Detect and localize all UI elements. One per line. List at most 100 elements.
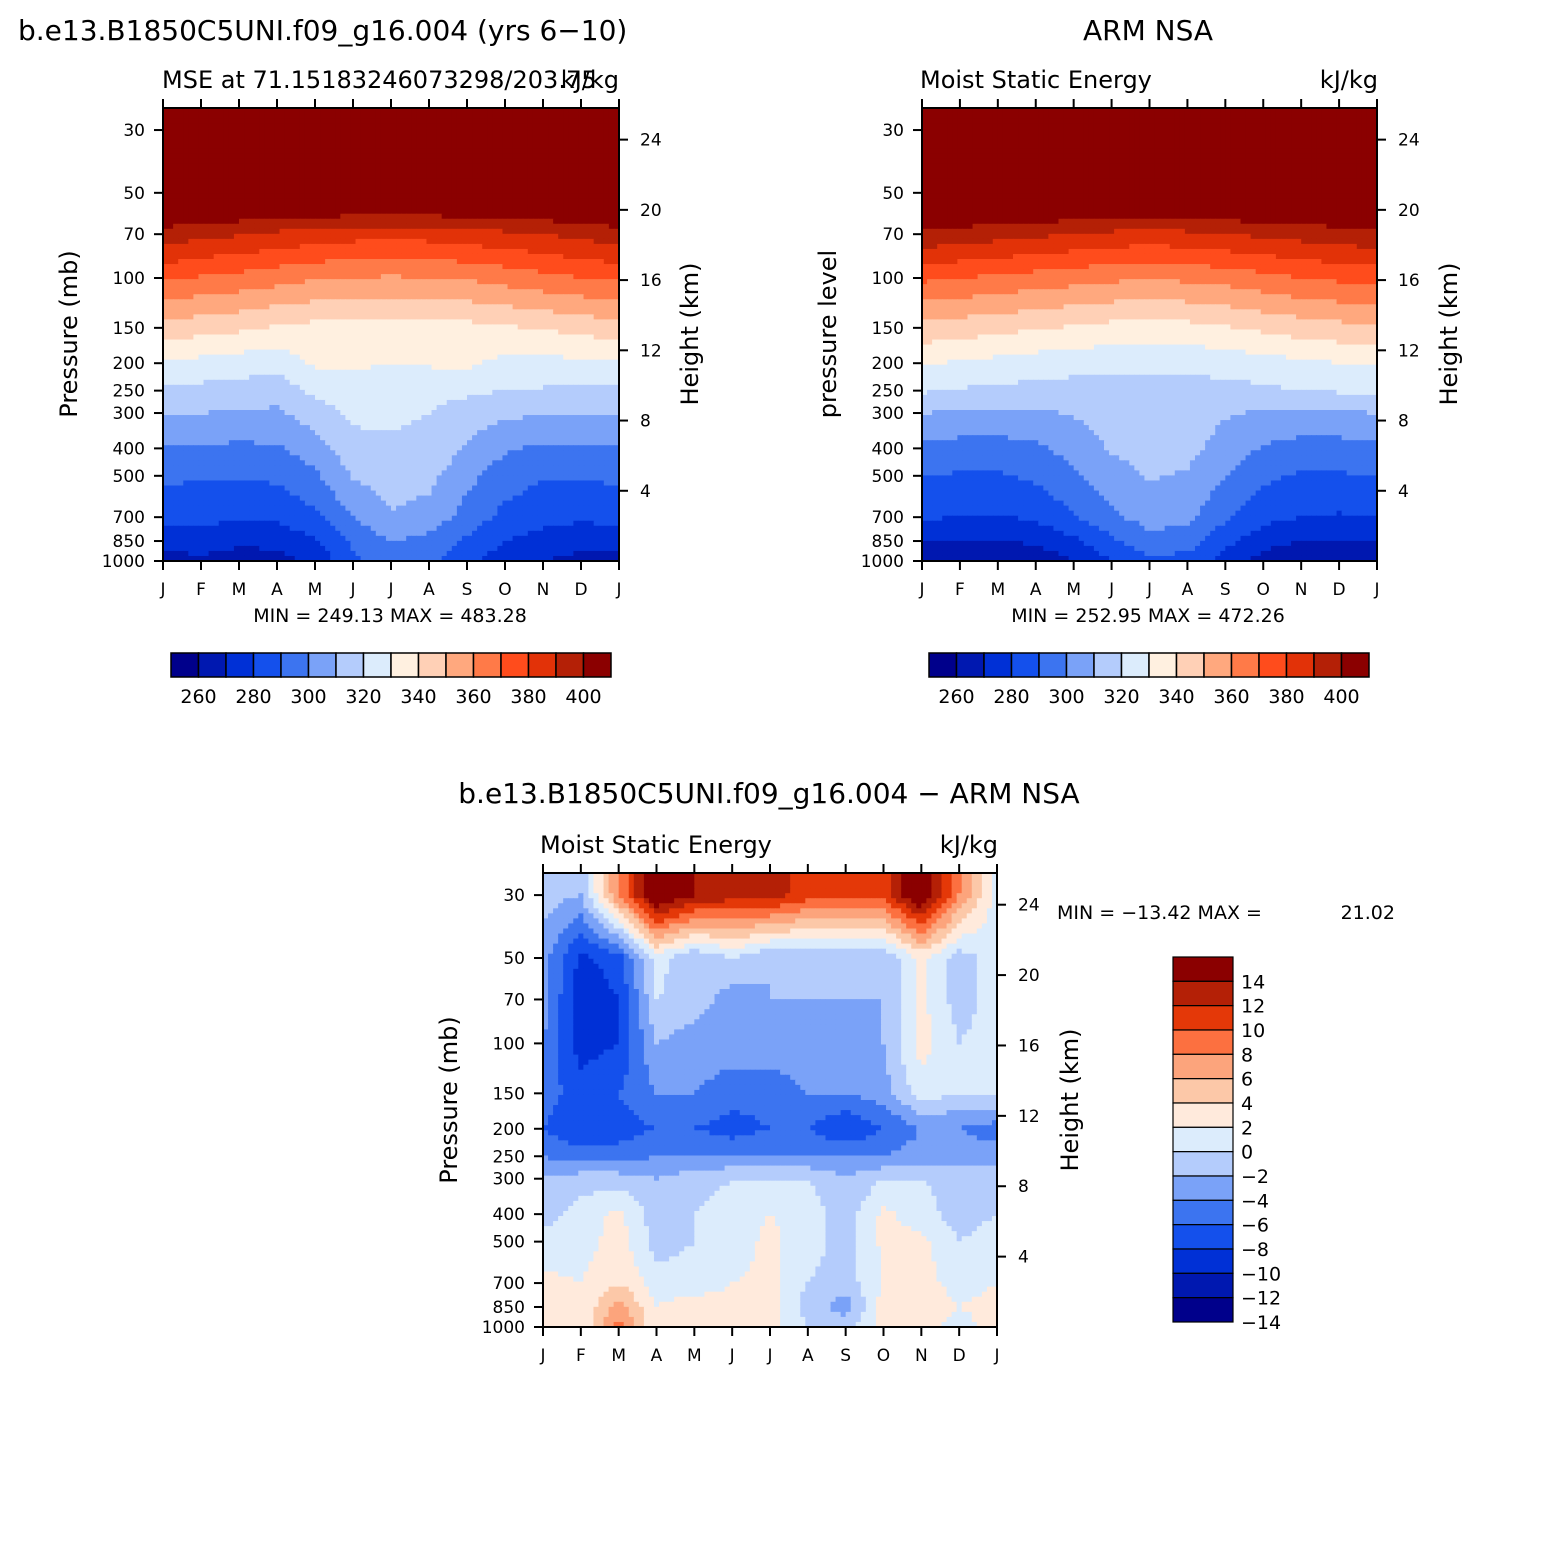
contour-cell bbox=[406, 168, 412, 174]
contour-cell bbox=[371, 133, 377, 139]
contour-cell bbox=[244, 123, 250, 129]
contour-cell bbox=[300, 148, 306, 154]
contour-cell bbox=[315, 168, 321, 174]
contour-cell bbox=[371, 143, 377, 149]
contour-cell bbox=[472, 153, 478, 159]
contour-cell bbox=[295, 158, 301, 164]
contour-cell bbox=[305, 113, 311, 119]
contour-cell bbox=[411, 138, 417, 144]
contour-cell bbox=[609, 118, 615, 124]
contour-cell bbox=[280, 128, 286, 134]
contour-cell bbox=[533, 143, 539, 149]
contour-cell bbox=[518, 189, 524, 195]
contour-cell bbox=[264, 133, 270, 139]
contour-cell bbox=[366, 173, 372, 179]
contour-cell bbox=[401, 199, 407, 205]
contour-cell bbox=[508, 189, 514, 195]
contour-cell bbox=[482, 138, 488, 144]
contour-cell bbox=[492, 138, 498, 144]
contour-cell bbox=[568, 168, 574, 174]
contour-cell bbox=[421, 194, 427, 200]
contour-cell bbox=[335, 168, 341, 174]
contour-cell bbox=[543, 163, 549, 169]
contour-cell bbox=[401, 143, 407, 149]
contour-cell bbox=[335, 194, 341, 200]
contour-cell bbox=[274, 133, 280, 139]
contour-cell bbox=[573, 148, 579, 154]
contour-cell bbox=[280, 113, 286, 119]
contour-cell bbox=[335, 118, 341, 124]
contour-cell bbox=[609, 194, 615, 200]
contour-cell bbox=[335, 158, 341, 164]
contour-cell bbox=[350, 153, 356, 159]
contour-cell bbox=[315, 133, 321, 139]
contour-cell bbox=[538, 168, 544, 174]
contour-cell bbox=[482, 143, 488, 149]
contour-cell bbox=[361, 153, 367, 159]
contour-cell bbox=[573, 118, 579, 124]
contour-cell bbox=[563, 133, 569, 139]
contour-cell bbox=[462, 178, 468, 184]
contour-cell bbox=[188, 133, 194, 139]
contour-cell bbox=[477, 113, 483, 119]
contour-cell bbox=[604, 113, 610, 119]
contour-cell bbox=[315, 113, 321, 119]
contour-cell bbox=[173, 133, 179, 139]
contour-cell bbox=[411, 184, 417, 190]
contour-cell bbox=[198, 148, 204, 154]
contour-cell bbox=[371, 173, 377, 179]
contour-cell bbox=[442, 184, 448, 190]
contour-cell bbox=[188, 153, 194, 159]
contour-cell bbox=[558, 118, 564, 124]
contour-cell bbox=[447, 184, 453, 190]
contour-cell bbox=[219, 133, 225, 139]
contour-cell bbox=[204, 123, 210, 129]
contour-cell bbox=[563, 173, 569, 179]
contour-cell bbox=[406, 184, 412, 190]
contour-cell bbox=[487, 168, 493, 174]
contour-cell bbox=[345, 128, 351, 134]
contour-cell bbox=[168, 194, 174, 200]
contour-cell bbox=[426, 163, 432, 169]
contour-cell bbox=[193, 128, 199, 134]
contour-cell bbox=[285, 133, 291, 139]
contour-cell bbox=[214, 168, 220, 174]
contour-cell bbox=[553, 118, 559, 124]
contour-cell bbox=[320, 184, 326, 190]
contour-cell bbox=[290, 153, 296, 159]
contour-cell bbox=[396, 158, 402, 164]
contour-cell bbox=[259, 143, 265, 149]
contour-cell bbox=[178, 168, 184, 174]
contour-cell bbox=[371, 194, 377, 200]
contour-cell bbox=[356, 128, 362, 134]
contour-cell bbox=[183, 123, 189, 129]
contour-cell bbox=[269, 153, 275, 159]
contour-cell bbox=[518, 173, 524, 179]
contour-cell bbox=[340, 189, 346, 195]
contour-cell bbox=[290, 148, 296, 154]
contour-cell bbox=[310, 133, 316, 139]
contour-cell bbox=[386, 173, 392, 179]
contour-cell bbox=[482, 194, 488, 200]
contour-cell bbox=[168, 138, 174, 144]
contour-cell bbox=[553, 168, 559, 174]
contour-cell bbox=[173, 163, 179, 169]
contour-cell bbox=[432, 184, 438, 190]
contour-cell bbox=[406, 148, 412, 154]
contour-cell bbox=[609, 138, 615, 144]
contour-cell bbox=[391, 148, 397, 154]
contour-cell bbox=[198, 153, 204, 159]
contour-cell bbox=[558, 189, 564, 195]
contour-cell bbox=[193, 138, 199, 144]
contour-cell bbox=[371, 163, 377, 169]
contour-cell bbox=[366, 128, 372, 134]
contour-cell bbox=[609, 168, 615, 174]
contour-cell bbox=[219, 189, 225, 195]
contour-cell bbox=[300, 199, 306, 205]
contour-cell bbox=[573, 133, 579, 139]
contour-cell bbox=[523, 138, 529, 144]
contour-cell bbox=[325, 194, 331, 200]
contour-cell bbox=[386, 118, 392, 124]
contour-cell bbox=[285, 163, 291, 169]
contour-cell bbox=[214, 138, 220, 144]
